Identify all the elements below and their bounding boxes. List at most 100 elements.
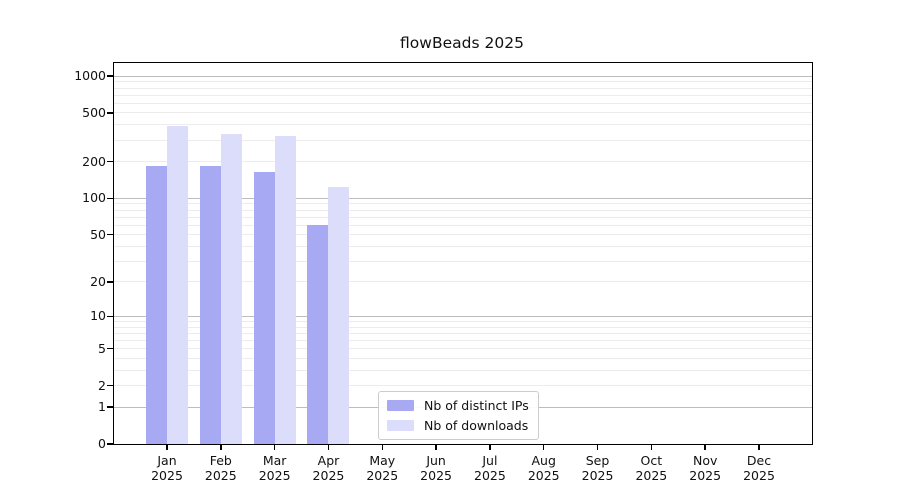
x-axis-tick [542,444,545,450]
x-axis-tick [273,444,276,450]
x-tick-label: Oct 2025 [621,453,681,483]
x-tick-label: Jun 2025 [406,453,466,483]
legend-swatch [387,420,414,431]
legend-item: Nb of downloads [387,418,529,433]
bar-distinct-ips [253,171,275,444]
x-tick-label-line: 2025 [581,468,614,483]
x-tick-label-line: 2025 [312,468,345,483]
x-tick-label-line: Dec [746,453,772,468]
x-tick-label-line: 2025 [474,468,506,483]
minor-gridline [114,102,812,104]
x-tick-label-line: Jan [157,453,177,468]
x-tick-label-line: 2025 [743,468,775,483]
y-tick-label: 1000 [74,68,106,84]
x-axis-tick [327,444,330,450]
legend-item: Nb of distinct IPs [387,398,529,413]
minor-gridline [114,339,812,341]
minor-gridline [114,124,812,126]
x-tick-label-line: 2025 [420,468,452,483]
minor-gridline [114,203,812,205]
legend: Nb of distinct IPs Nb of downloads [378,391,539,440]
minor-gridline [114,216,812,218]
major-gridline [114,315,812,317]
x-tick-label: May 2025 [352,453,412,483]
minor-gridline [114,209,812,211]
y-tick-label: 0 [98,436,106,451]
x-axis-tick [220,444,222,450]
x-axis-tick [381,444,384,450]
legend-swatch [387,400,414,411]
y-tick-label: 2 [98,377,106,393]
x-tick-label: Mar 2025 [245,453,305,483]
x-tick-label: Dec 2025 [729,453,789,483]
x-axis-tick [489,444,491,450]
x-tick-label-line: Feb [209,453,232,468]
x-tick-label-line: 2025 [258,468,291,483]
minor-gridline [114,281,812,283]
y-tick-label: 5 [98,340,106,356]
minor-gridline [114,320,812,322]
legend-label: Nb of downloads [424,418,529,433]
x-tick-label: Aug 2025 [514,453,574,483]
bar-downloads [167,125,188,444]
x-tick-label-line: 2025 [689,468,722,483]
x-tick-label-line: Mar [262,453,287,468]
y-tick-label: 500 [82,104,106,120]
chart-title: flowBeads 2025 [400,34,524,52]
y-axis-tick [107,406,113,408]
x-axis-tick [650,444,653,450]
y-axis-tick [107,443,113,445]
y-tick-label: 50 [90,226,106,242]
y-axis-tick [107,75,113,77]
y-axis-tick [107,347,113,350]
x-tick-label-line: 2025 [151,468,183,483]
x-axis-tick [758,444,760,450]
x-axis-tick [704,444,706,450]
x-tick-label-line: May [369,453,396,468]
minor-gridline [114,369,812,371]
x-tick-label-line: Jun [426,453,446,468]
y-axis-tick [107,160,113,163]
x-tick-label-line: 2025 [366,468,399,483]
x-tick-label-line: Aug [531,453,556,468]
y-tick-label: 200 [82,153,106,169]
legend-label: Nb of distinct IPs [424,398,529,413]
x-tick-label: Jul 2025 [460,453,520,483]
minor-gridline [114,260,812,262]
y-axis-tick [107,281,113,283]
y-tick-label: 100 [82,190,106,206]
x-tick-label-line: 2025 [527,468,560,483]
minor-gridline [114,87,812,89]
x-tick-label-line: Jul [482,453,498,468]
y-tick-label: 10 [90,308,106,324]
y-axis-tick [107,112,113,114]
major-gridline [114,75,812,77]
minor-gridline [114,332,812,334]
major-gridline [114,197,812,199]
minor-gridline [114,234,812,236]
minor-gridline [114,139,812,141]
y-tick-label: 20 [90,273,106,289]
y-axis-tick [107,315,113,318]
minor-gridline [114,81,812,83]
minor-gridline [114,326,812,328]
x-tick-label-line: 2025 [635,468,668,483]
x-tick-label-line: Sep [585,453,610,468]
y-axis-tick [107,233,113,236]
minor-gridline [114,357,812,359]
y-axis-tick [107,384,113,387]
x-tick-label: Feb 2025 [191,453,251,483]
minor-gridline [114,161,812,163]
x-tick-label: Jan 2025 [137,453,197,483]
x-axis-tick [596,444,599,450]
minor-gridline [114,245,812,247]
y-tick-label: 1 [98,399,106,415]
x-tick-label-line: 2025 [204,468,237,483]
bar-downloads [274,135,296,444]
plot-area: 0 1 2 5 10 20 50 100 200 500 1000 Jan 2025 Feb 2025 Mar… [74,62,813,483]
bar-downloads [220,134,242,444]
x-tick-label: Apr 2025 [298,453,358,483]
bar-distinct-ips [199,165,221,444]
bar-distinct-ips [146,165,167,444]
